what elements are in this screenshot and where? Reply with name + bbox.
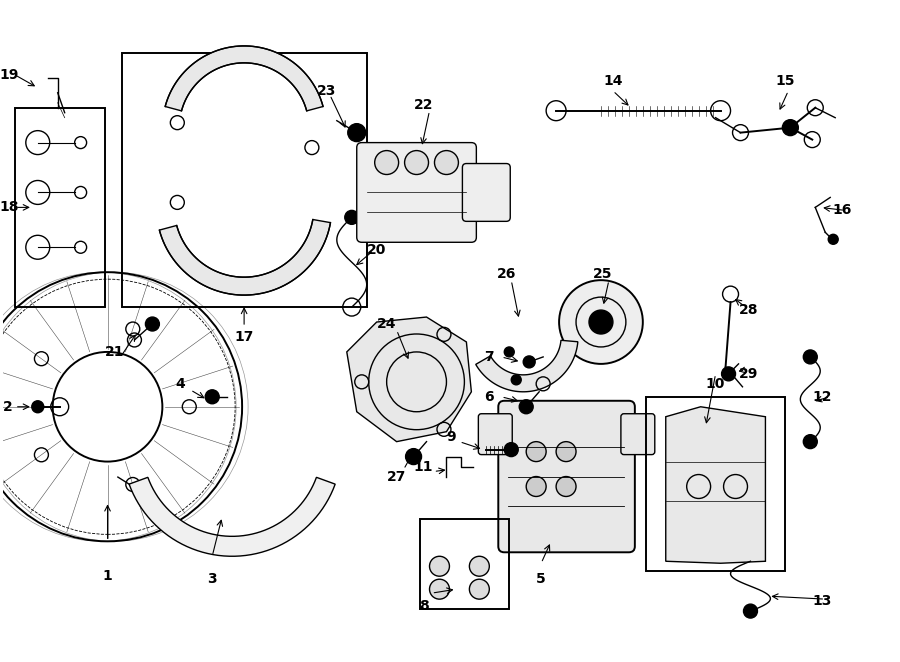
Circle shape — [369, 334, 464, 430]
Text: 13: 13 — [813, 594, 832, 608]
Circle shape — [559, 280, 643, 364]
Text: 4: 4 — [176, 377, 185, 391]
Circle shape — [526, 442, 546, 461]
Circle shape — [504, 347, 514, 357]
Text: 11: 11 — [414, 459, 433, 473]
Polygon shape — [666, 406, 765, 563]
FancyBboxPatch shape — [356, 142, 476, 242]
Circle shape — [504, 443, 518, 457]
Circle shape — [32, 401, 44, 412]
Text: 21: 21 — [104, 345, 124, 359]
Circle shape — [589, 310, 613, 334]
Circle shape — [470, 556, 490, 576]
Text: 3: 3 — [207, 572, 217, 587]
Text: 22: 22 — [414, 98, 433, 112]
Circle shape — [804, 350, 817, 364]
Text: 20: 20 — [367, 243, 386, 258]
Text: 12: 12 — [813, 390, 832, 404]
Text: 2: 2 — [3, 400, 13, 414]
Bar — [419, 520, 509, 609]
Circle shape — [429, 579, 449, 599]
Circle shape — [205, 390, 220, 404]
Circle shape — [722, 367, 735, 381]
Text: 14: 14 — [603, 73, 623, 88]
Circle shape — [347, 124, 365, 142]
FancyBboxPatch shape — [479, 414, 512, 455]
Text: 17: 17 — [234, 330, 254, 344]
Text: 7: 7 — [484, 350, 494, 364]
FancyBboxPatch shape — [463, 164, 510, 221]
Circle shape — [374, 150, 399, 175]
Text: 8: 8 — [418, 599, 428, 613]
Text: 26: 26 — [497, 267, 516, 281]
Text: 19: 19 — [0, 68, 19, 82]
Polygon shape — [159, 220, 330, 295]
Bar — [646, 397, 786, 571]
Text: 6: 6 — [484, 390, 494, 404]
Polygon shape — [166, 46, 323, 111]
Circle shape — [429, 556, 449, 576]
Polygon shape — [346, 317, 472, 442]
FancyBboxPatch shape — [621, 414, 655, 455]
Text: 10: 10 — [706, 377, 725, 391]
Circle shape — [556, 477, 576, 496]
Text: 28: 28 — [739, 303, 758, 317]
Text: 29: 29 — [739, 367, 758, 381]
Circle shape — [345, 211, 359, 224]
Circle shape — [782, 120, 798, 136]
Text: 1: 1 — [103, 569, 112, 583]
Bar — [122, 53, 366, 307]
Text: 24: 24 — [377, 317, 396, 331]
Text: 18: 18 — [0, 201, 19, 214]
Circle shape — [743, 604, 758, 618]
Circle shape — [804, 435, 817, 449]
Circle shape — [435, 150, 458, 175]
Circle shape — [519, 400, 533, 414]
Circle shape — [470, 579, 490, 599]
Polygon shape — [129, 477, 335, 556]
Circle shape — [369, 334, 464, 430]
Circle shape — [526, 477, 546, 496]
Text: 16: 16 — [832, 203, 852, 217]
Bar — [14, 108, 104, 307]
Circle shape — [405, 150, 428, 175]
Text: 5: 5 — [536, 572, 546, 587]
Circle shape — [523, 356, 536, 368]
Text: 15: 15 — [776, 73, 795, 88]
Circle shape — [828, 234, 838, 244]
Text: 9: 9 — [446, 430, 456, 444]
Polygon shape — [476, 340, 578, 392]
Circle shape — [511, 375, 521, 385]
Text: 25: 25 — [593, 267, 613, 281]
Circle shape — [556, 442, 576, 461]
Text: 27: 27 — [387, 469, 406, 483]
Text: 23: 23 — [317, 84, 337, 98]
Circle shape — [146, 317, 159, 331]
FancyBboxPatch shape — [499, 401, 634, 552]
Circle shape — [406, 449, 421, 465]
